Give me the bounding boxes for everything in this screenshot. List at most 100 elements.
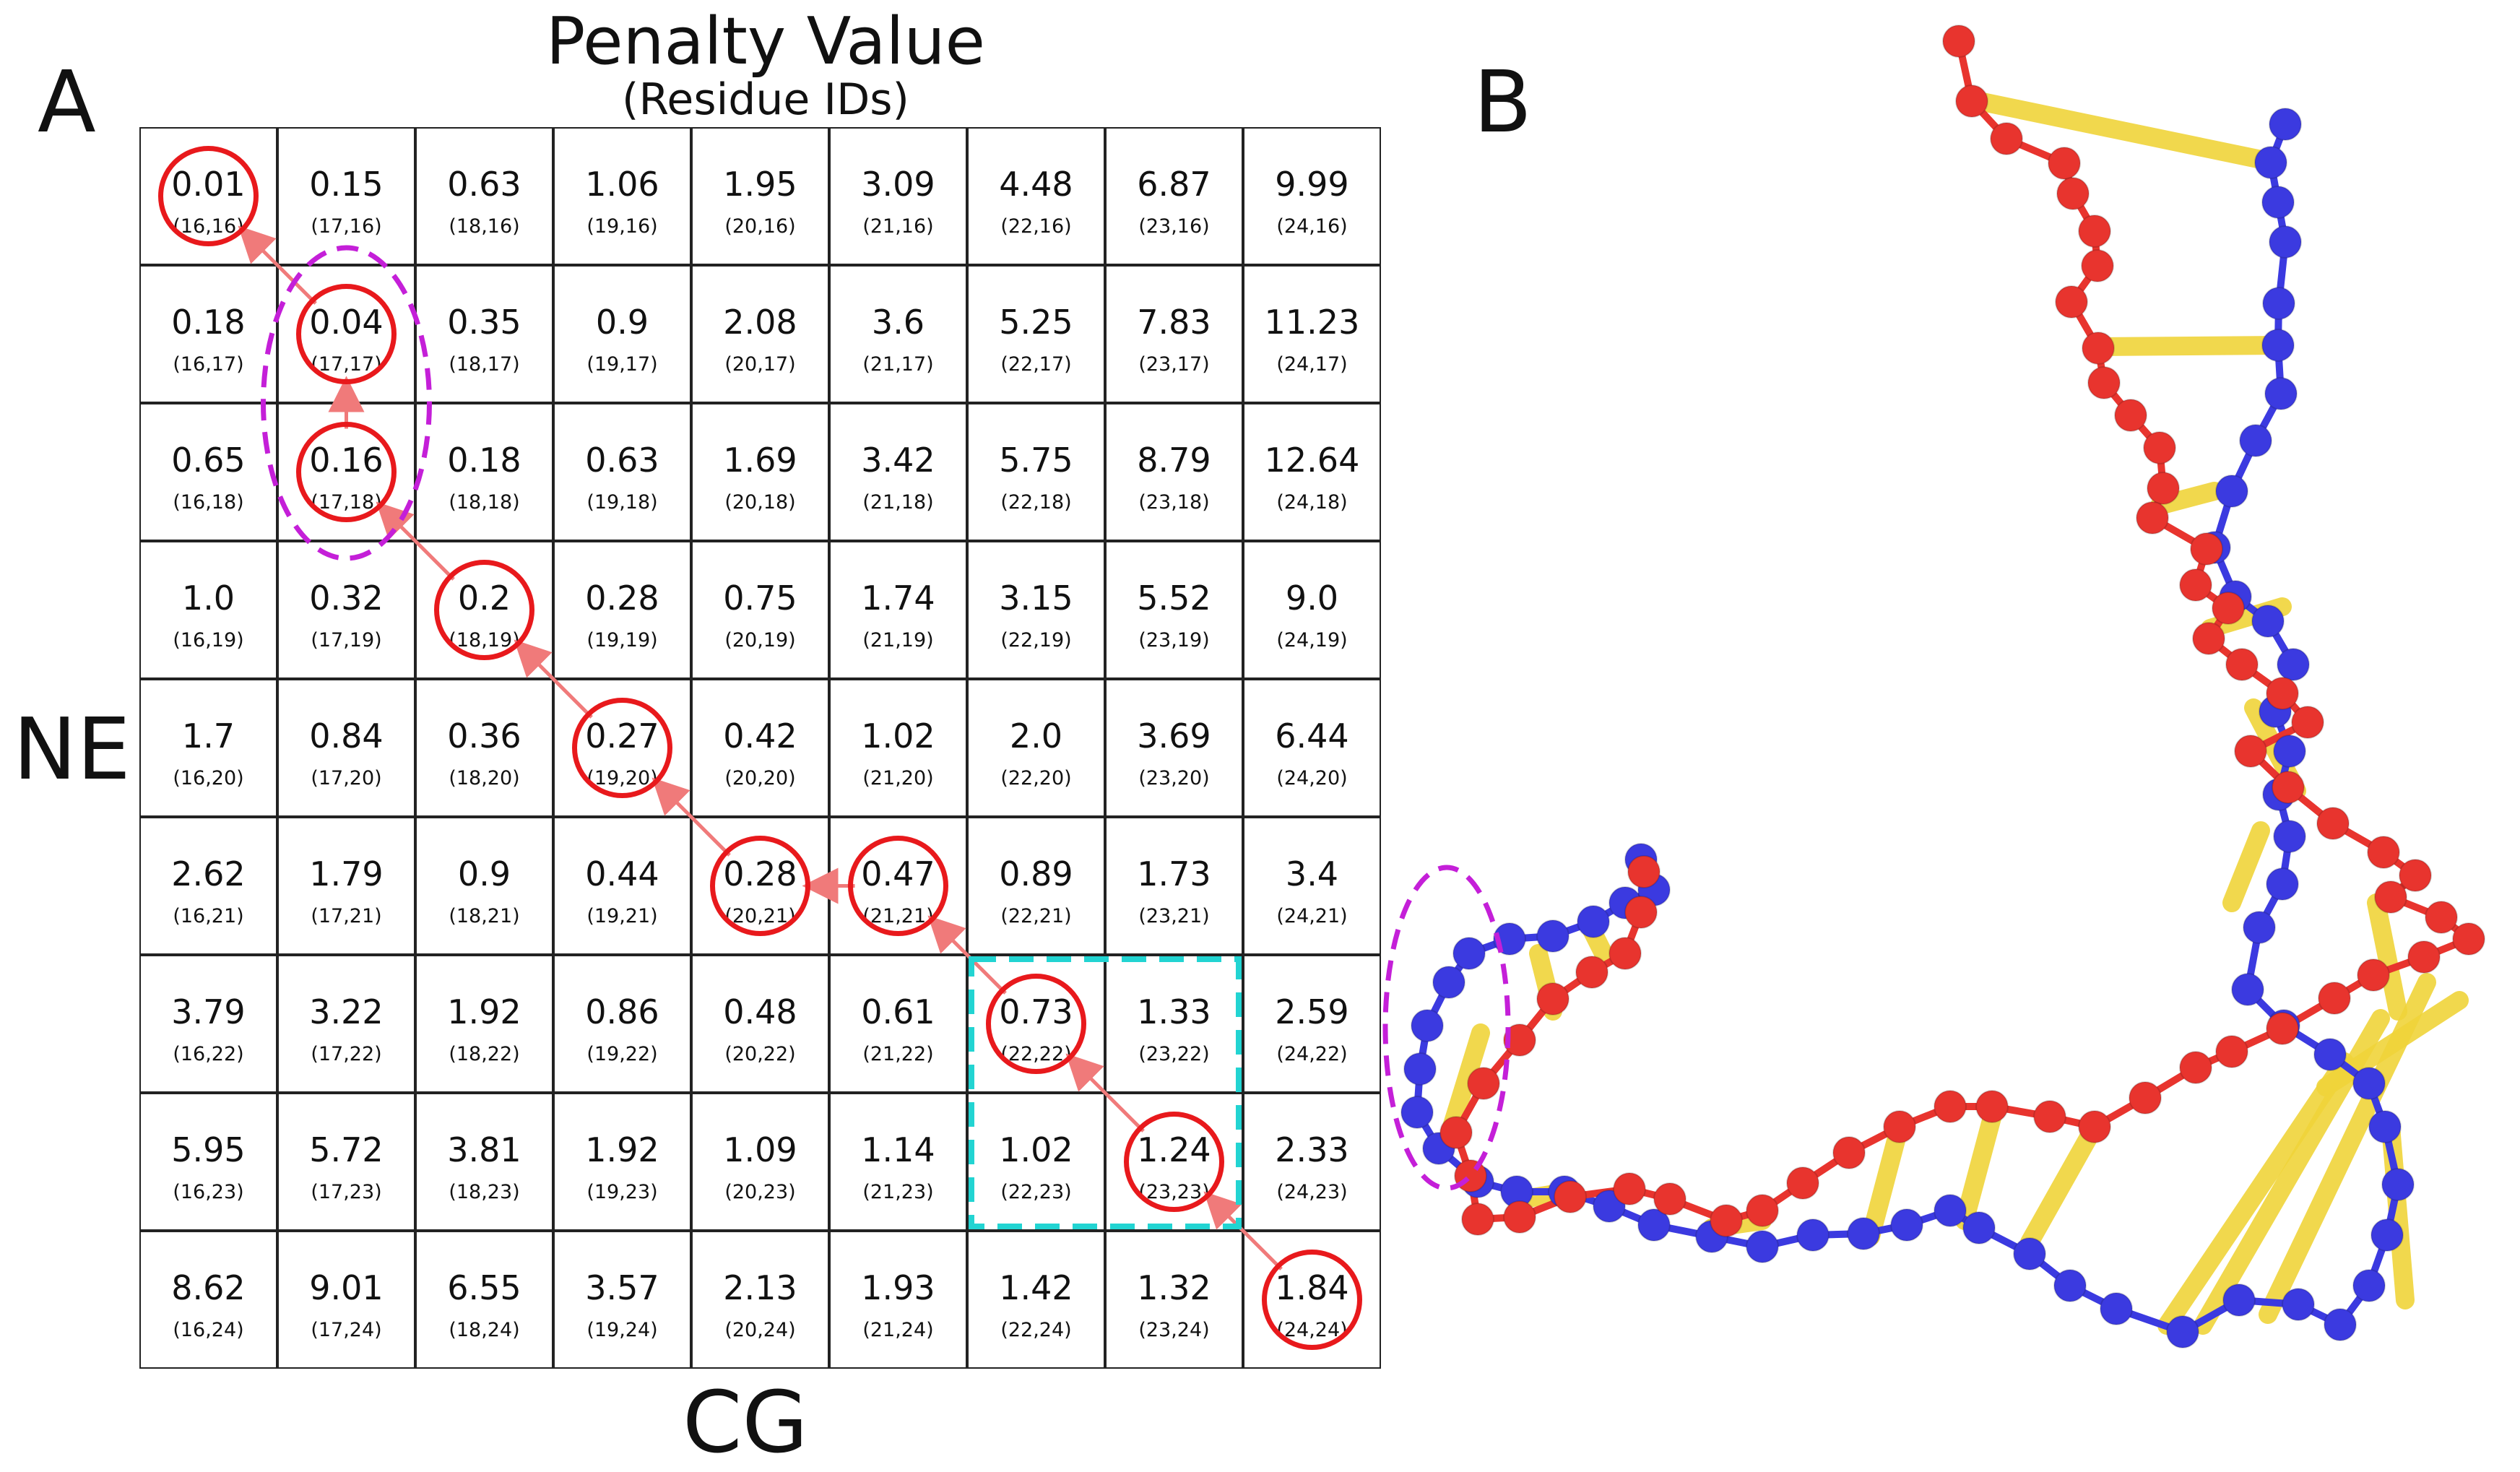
cell-value: 0.32: [309, 579, 384, 618]
matrix-cell: 1.09 (20,23): [691, 1093, 829, 1231]
red-strand-bead: [2272, 771, 2305, 804]
cell-residue-ids: (21,24): [862, 1319, 934, 1341]
matrix-cell: 0.9 (19,17): [553, 265, 691, 403]
cell-value: 0.44: [585, 854, 659, 893]
red-strand-bead: [2452, 922, 2485, 956]
matrix-cell: 2.33 (24,23): [1243, 1093, 1381, 1231]
matrix-cell: 0.84 (17,20): [277, 679, 415, 817]
cell-residue-ids: (18,16): [449, 215, 520, 238]
matrix-cell: 5.75 (22,18): [967, 403, 1105, 541]
cell-residue-ids: (19,21): [586, 905, 658, 927]
rna-duplex-structure: [1382, 25, 2485, 1348]
cell-value: 0.01: [171, 165, 246, 204]
matrix-cell: 6.55 (18,24): [415, 1231, 553, 1369]
red-strand-bead: [2087, 366, 2121, 399]
red-strand-bead: [2225, 648, 2259, 681]
blue-strand-bead: [2273, 735, 2306, 768]
cell-residue-ids: (20,21): [724, 905, 796, 927]
matrix-x-label: CG: [683, 1372, 808, 1472]
blue-strand-bead: [1796, 1218, 1830, 1252]
cell-value: 7.83: [1137, 303, 1211, 342]
cell-value: 2.62: [171, 854, 246, 893]
cell-residue-ids: (16,21): [173, 905, 244, 927]
cell-residue-ids: (23,21): [1138, 905, 1210, 927]
red-strand-bead: [1934, 1090, 1967, 1123]
matrix-cell: 0.73 (22,22): [967, 955, 1105, 1093]
cell-residue-ids: (19,24): [586, 1319, 658, 1341]
cell-value: 0.18: [171, 303, 246, 342]
matrix-cell: 0.15 (17,16): [277, 127, 415, 265]
cell-value: 0.84: [309, 716, 384, 756]
matrix-cell: 0.18 (18,18): [415, 403, 553, 541]
matrix-cell: 1.95 (20,16): [691, 127, 829, 265]
matrix-cell: 3.6 (21,17): [829, 265, 967, 403]
cell-residue-ids: (18,20): [449, 767, 520, 789]
cell-residue-ids: (20,23): [724, 1181, 796, 1203]
blue-strand-bead: [2166, 1315, 2199, 1348]
cell-residue-ids: (22,18): [1000, 491, 1072, 514]
matrix-cell: 2.62 (16,21): [139, 817, 277, 955]
red-strand-bead: [2136, 501, 2169, 534]
cell-value: 5.75: [999, 441, 1073, 480]
matrix-cell: 1.79 (17,21): [277, 817, 415, 955]
matrix-cell: 3.4 (24,21): [1243, 817, 1381, 955]
cell-value: 12.64: [1264, 441, 1360, 480]
residue-beads: [1400, 25, 2485, 1348]
cell-value: 3.69: [1137, 716, 1211, 756]
matrix-cell: 11.23 (24,17): [1243, 265, 1381, 403]
cell-residue-ids: (20,17): [724, 353, 796, 376]
cell-residue-ids: (17,23): [311, 1181, 382, 1203]
red-strand-bead: [1975, 1090, 2009, 1123]
cell-residue-ids: (24,23): [1276, 1181, 1348, 1203]
cell-residue-ids: (23,19): [1138, 629, 1210, 651]
cell-value: 2.13: [723, 1268, 797, 1307]
red-strand-bead: [2318, 982, 2351, 1015]
penalty-matrix: 0.01 (16,16) 0.15 (17,16) 0.63 (18,16) 1.06 (19…: [139, 127, 1381, 1369]
cell-residue-ids: (21,19): [862, 629, 934, 651]
red-strand-bead: [1746, 1194, 1779, 1227]
cell-residue-ids: (23,23): [1138, 1181, 1210, 1203]
cell-value: 1.73: [1137, 854, 1211, 893]
cell-residue-ids: (20,24): [724, 1319, 796, 1341]
red-strand-bead: [2082, 332, 2115, 365]
cell-residue-ids: (22,22): [1000, 1043, 1072, 1065]
red-strand-bead: [2129, 1081, 2162, 1114]
red-strand-bead: [2234, 735, 2267, 768]
matrix-cell: 1.84 (24,24): [1243, 1231, 1381, 1369]
cell-residue-ids: (18,19): [449, 629, 520, 651]
cell-value: 3.79: [171, 992, 246, 1031]
cell-residue-ids: (19,18): [586, 491, 658, 514]
cell-value: 3.22: [309, 992, 384, 1031]
matrix-cell: 9.99 (24,16): [1243, 127, 1381, 265]
cell-residue-ids: (20,19): [724, 629, 796, 651]
red-strand-bead: [2399, 859, 2432, 892]
matrix-cell: 5.25 (22,17): [967, 265, 1105, 403]
red-strand-bead: [2033, 1100, 2066, 1133]
matrix-cell: 9.01 (17,24): [277, 1231, 415, 1369]
matrix-cell: 0.48 (20,22): [691, 955, 829, 1093]
cell-residue-ids: (16,16): [173, 215, 244, 238]
blue-strand-bead: [1536, 919, 1569, 953]
blue-strand-bead: [1934, 1194, 1967, 1227]
blue-strand-bead: [2273, 820, 2306, 853]
matrix-y-label: NE: [13, 699, 131, 799]
cell-value: 0.89: [999, 854, 1073, 893]
matrix-cell: 4.48 (22,16): [967, 127, 1105, 265]
cell-residue-ids: (21,16): [862, 215, 934, 238]
cell-residue-ids: (22,17): [1000, 353, 1072, 376]
cell-residue-ids: (19,23): [586, 1181, 658, 1203]
blue-strand-bead: [2100, 1292, 2133, 1325]
cell-residue-ids: (17,22): [311, 1043, 382, 1065]
matrix-cell: 0.47 (21,21): [829, 817, 967, 955]
blue-strand-bead: [1577, 905, 1610, 938]
blue-strand-bead: [1746, 1230, 1779, 1263]
cell-value: 2.0: [1009, 716, 1063, 756]
matrix-cell: 3.57 (19,24): [553, 1231, 691, 1369]
cell-value: 0.18: [447, 441, 521, 480]
matrix-cell: 5.52 (23,19): [1105, 541, 1243, 679]
cell-value: 1.7: [181, 716, 235, 756]
red-strand-bead: [2374, 880, 2407, 914]
cell-residue-ids: (17,17): [311, 353, 382, 376]
red-strand-bead: [2316, 807, 2350, 840]
matrix-cell: 0.18 (16,17): [139, 265, 277, 403]
